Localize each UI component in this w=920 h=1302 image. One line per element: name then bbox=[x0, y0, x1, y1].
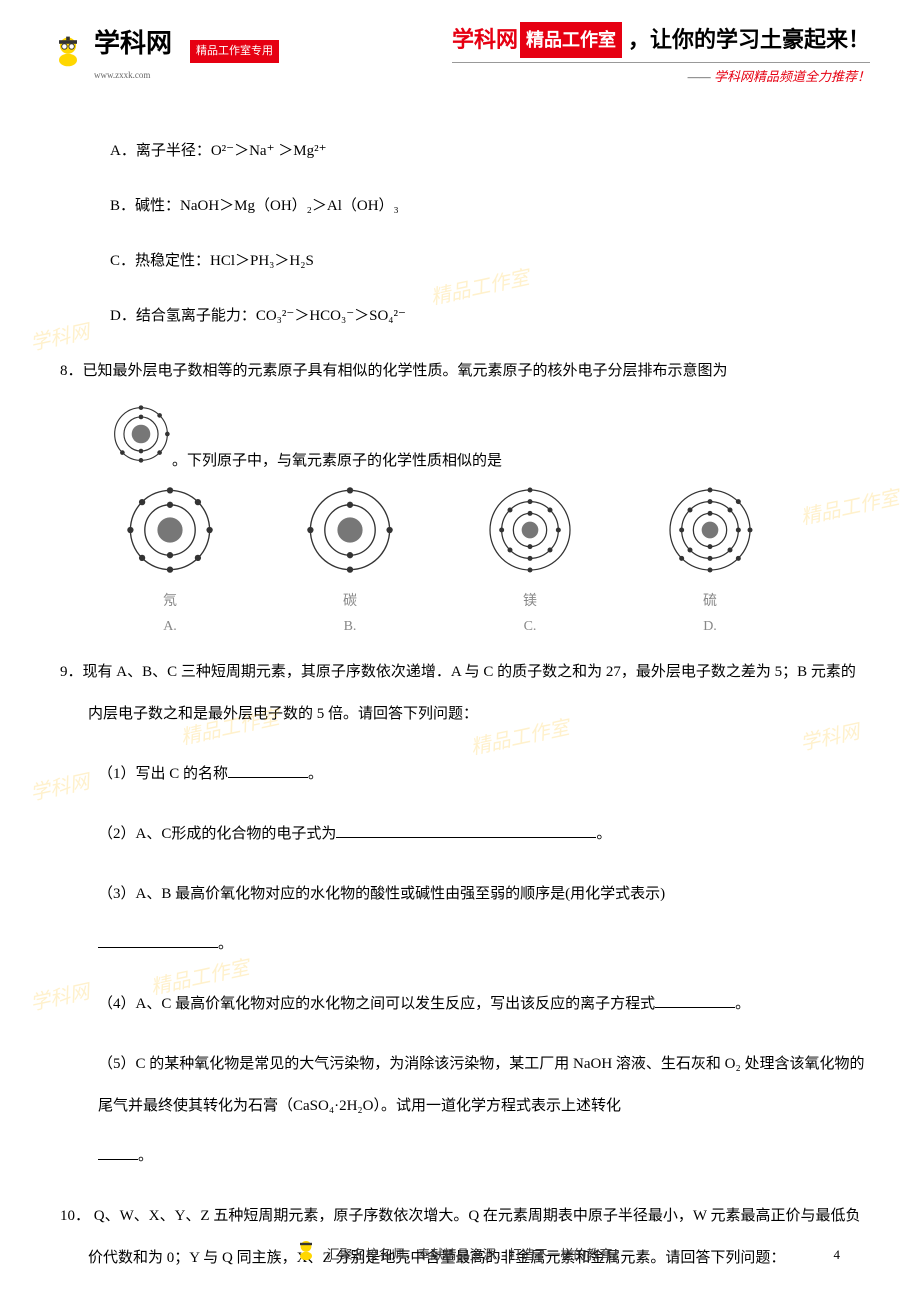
page-header: 学科网 www.zxxk.com 精品工作室专用 学科网 精品工作室 ，让你的学… bbox=[50, 0, 870, 88]
atom-choice-c: 镁 C. bbox=[470, 485, 590, 639]
logo-block: 学科网 www.zxxk.com 精品工作室专用 bbox=[50, 20, 279, 83]
q9-sub2-text: （2）A、C形成的化合物的电子式为 bbox=[98, 826, 336, 842]
atom-d-opt: D. bbox=[650, 614, 770, 639]
blank bbox=[228, 763, 308, 778]
q9-sub1: （1）写出 C 的名称 。 bbox=[98, 753, 870, 795]
atom-c-label: 镁 bbox=[470, 589, 590, 614]
q9-sub4-end: 。 bbox=[735, 996, 750, 1012]
oxygen-atom-diagram bbox=[110, 403, 172, 475]
atom-choice-d: 硫 D. bbox=[650, 485, 770, 639]
sub-slogan: 学科网精品频道全力推荐！ bbox=[452, 62, 870, 88]
page-number: 4 bbox=[834, 1243, 841, 1266]
q9-sub3: （3）A、B 最高价氧化物对应的水化物的酸性或碱性由强至弱的顺序是(用化学式表示… bbox=[98, 873, 870, 915]
footer-logo-icon bbox=[294, 1238, 318, 1272]
atom-a-opt: A. bbox=[110, 614, 230, 639]
atom-choice-b: 碳 B. bbox=[290, 485, 410, 639]
q9-sub3-blank: 。 bbox=[98, 923, 870, 965]
blank bbox=[336, 823, 596, 838]
logo-text: 学科网 www.zxxk.com bbox=[94, 20, 172, 83]
slogan: 学科网 精品工作室 ，让你的学习土豪起来！ bbox=[452, 20, 870, 60]
page-footer: 汇聚名校名师，奉献精品资源，打造不一样的教育！ 4 bbox=[0, 1238, 920, 1272]
atom-choice-a: 氖 A. bbox=[110, 485, 230, 639]
oxygen-diagram-row: 。下列原子中，与氧元素原子的化学性质相似的是 bbox=[110, 403, 870, 475]
logo-badge: 精品工作室专用 bbox=[190, 40, 279, 64]
logo-main: 学科网 bbox=[94, 20, 172, 67]
blank bbox=[98, 1145, 138, 1160]
slogan-part2: ，让你的学习土豪起来！ bbox=[628, 20, 870, 60]
footer-text: 汇聚名校名师，奉献精品资源，打造不一样的教育！ bbox=[326, 1243, 625, 1266]
question-8-prompt: 8．已知最外层电子数相等的元素原子具有相似的化学性质。氧元素原子的核外电子分层排… bbox=[60, 358, 870, 385]
blank bbox=[98, 933, 218, 948]
atom-choices: 氖 A. 碳 B. bbox=[110, 485, 870, 639]
slogan-part1: 学科网 bbox=[452, 20, 518, 60]
option-a: A．离子半径：O²⁻＞Na⁺ ＞Mg²⁺ bbox=[110, 138, 870, 165]
atom-d-label: 硫 bbox=[650, 589, 770, 614]
option-d: D．结合氢离子能力：CO₃²⁻＞HCO₃⁻＞SO₄²⁻ bbox=[110, 303, 870, 330]
atom-b-opt: B. bbox=[290, 614, 410, 639]
atom-b-label: 碳 bbox=[290, 589, 410, 614]
atom-a-label: 氖 bbox=[110, 589, 230, 614]
logo-url: www.zxxk.com bbox=[94, 67, 172, 83]
q9-sub4-text: （4）A、C 最高价氧化物对应的水化物之间可以发生反应，写出该反应的离子方程式 bbox=[98, 996, 655, 1012]
q9-sub5-blank: 。 bbox=[98, 1135, 870, 1177]
q9-sub2-end: 。 bbox=[596, 826, 611, 842]
q9-sub1-text: （1）写出 C 的名称 bbox=[98, 766, 228, 782]
header-right: 学科网 精品工作室 ，让你的学习土豪起来！ 学科网精品频道全力推荐！ bbox=[452, 20, 870, 88]
atom-c-opt: C. bbox=[470, 614, 590, 639]
option-c: C．热稳定性：HCl＞PH₃＞H₂S bbox=[110, 248, 870, 275]
q8-after-diagram: 。下列原子中，与氧元素原子的化学性质相似的是 bbox=[172, 448, 502, 475]
q9-sub4: （4）A、C 最高价氧化物对应的水化物之间可以发生反应，写出该反应的离子方程式 。 bbox=[98, 983, 870, 1025]
content: A．离子半径：O²⁻＞Na⁺ ＞Mg²⁺ B．碱性：NaOH＞Mg（OH）₂＞A… bbox=[50, 118, 870, 1279]
q9-sub5: （5）C 的某种氧化物是常见的大气污染物，为消除该污染物，某工厂用 NaOH 溶… bbox=[98, 1043, 870, 1127]
q9-sub3-end: 。 bbox=[218, 936, 233, 952]
slogan-box: 精品工作室 bbox=[520, 22, 622, 58]
logo-icon bbox=[50, 33, 86, 69]
blank bbox=[655, 993, 735, 1008]
option-b: B．碱性：NaOH＞Mg（OH）₂＞Al（OH）₃ bbox=[110, 193, 870, 220]
q9-sub5-end: 。 bbox=[138, 1148, 153, 1164]
q9-sub2: （2）A、C形成的化合物的电子式为 。 bbox=[98, 813, 870, 855]
q9-sub1-end: 。 bbox=[308, 766, 323, 782]
question-9-prompt: 9．现有 A、B、C 三种短周期元素，其原子序数依次递增．A 与 C 的质子数之… bbox=[60, 651, 870, 735]
